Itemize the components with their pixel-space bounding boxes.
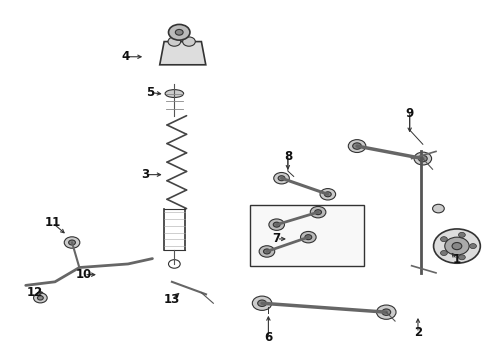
Text: 11: 11 bbox=[45, 216, 61, 229]
Circle shape bbox=[274, 172, 289, 184]
Circle shape bbox=[252, 296, 272, 310]
Circle shape bbox=[310, 206, 326, 218]
Text: 10: 10 bbox=[76, 268, 92, 281]
Circle shape bbox=[305, 235, 312, 240]
Text: 13: 13 bbox=[164, 293, 180, 306]
Circle shape bbox=[452, 243, 462, 249]
Text: 7: 7 bbox=[272, 233, 281, 246]
Circle shape bbox=[300, 231, 316, 243]
Circle shape bbox=[382, 309, 391, 315]
Text: 8: 8 bbox=[284, 150, 292, 163]
Circle shape bbox=[441, 251, 447, 256]
Text: 2: 2 bbox=[414, 327, 422, 339]
Circle shape bbox=[320, 189, 336, 200]
Text: 5: 5 bbox=[146, 86, 154, 99]
Text: 3: 3 bbox=[141, 168, 149, 181]
Circle shape bbox=[324, 192, 331, 197]
Circle shape bbox=[278, 176, 285, 181]
Text: 4: 4 bbox=[122, 50, 130, 63]
Text: 12: 12 bbox=[26, 286, 43, 299]
Circle shape bbox=[414, 152, 432, 165]
Circle shape bbox=[376, 305, 396, 319]
Polygon shape bbox=[160, 41, 206, 65]
Circle shape bbox=[434, 229, 480, 263]
Circle shape bbox=[469, 244, 476, 249]
Circle shape bbox=[37, 296, 43, 300]
Circle shape bbox=[33, 293, 47, 303]
Text: 9: 9 bbox=[406, 107, 414, 120]
Bar bbox=[250, 205, 365, 266]
Circle shape bbox=[169, 24, 190, 40]
Circle shape bbox=[353, 143, 362, 149]
Circle shape bbox=[269, 219, 285, 230]
Text: 6: 6 bbox=[264, 332, 272, 345]
Circle shape bbox=[264, 249, 270, 254]
Circle shape bbox=[459, 232, 466, 237]
Circle shape bbox=[258, 300, 267, 306]
Circle shape bbox=[441, 237, 447, 242]
Circle shape bbox=[69, 240, 75, 245]
Circle shape bbox=[418, 156, 427, 162]
Ellipse shape bbox=[165, 90, 184, 98]
Circle shape bbox=[348, 140, 366, 153]
Text: 1: 1 bbox=[453, 253, 461, 266]
Circle shape bbox=[433, 204, 444, 213]
Circle shape bbox=[459, 255, 466, 260]
Circle shape bbox=[64, 237, 80, 248]
Circle shape bbox=[183, 37, 196, 46]
Circle shape bbox=[168, 37, 181, 46]
Circle shape bbox=[445, 237, 469, 255]
Circle shape bbox=[273, 222, 280, 227]
Circle shape bbox=[175, 30, 183, 35]
Circle shape bbox=[259, 246, 275, 257]
Circle shape bbox=[315, 210, 321, 215]
